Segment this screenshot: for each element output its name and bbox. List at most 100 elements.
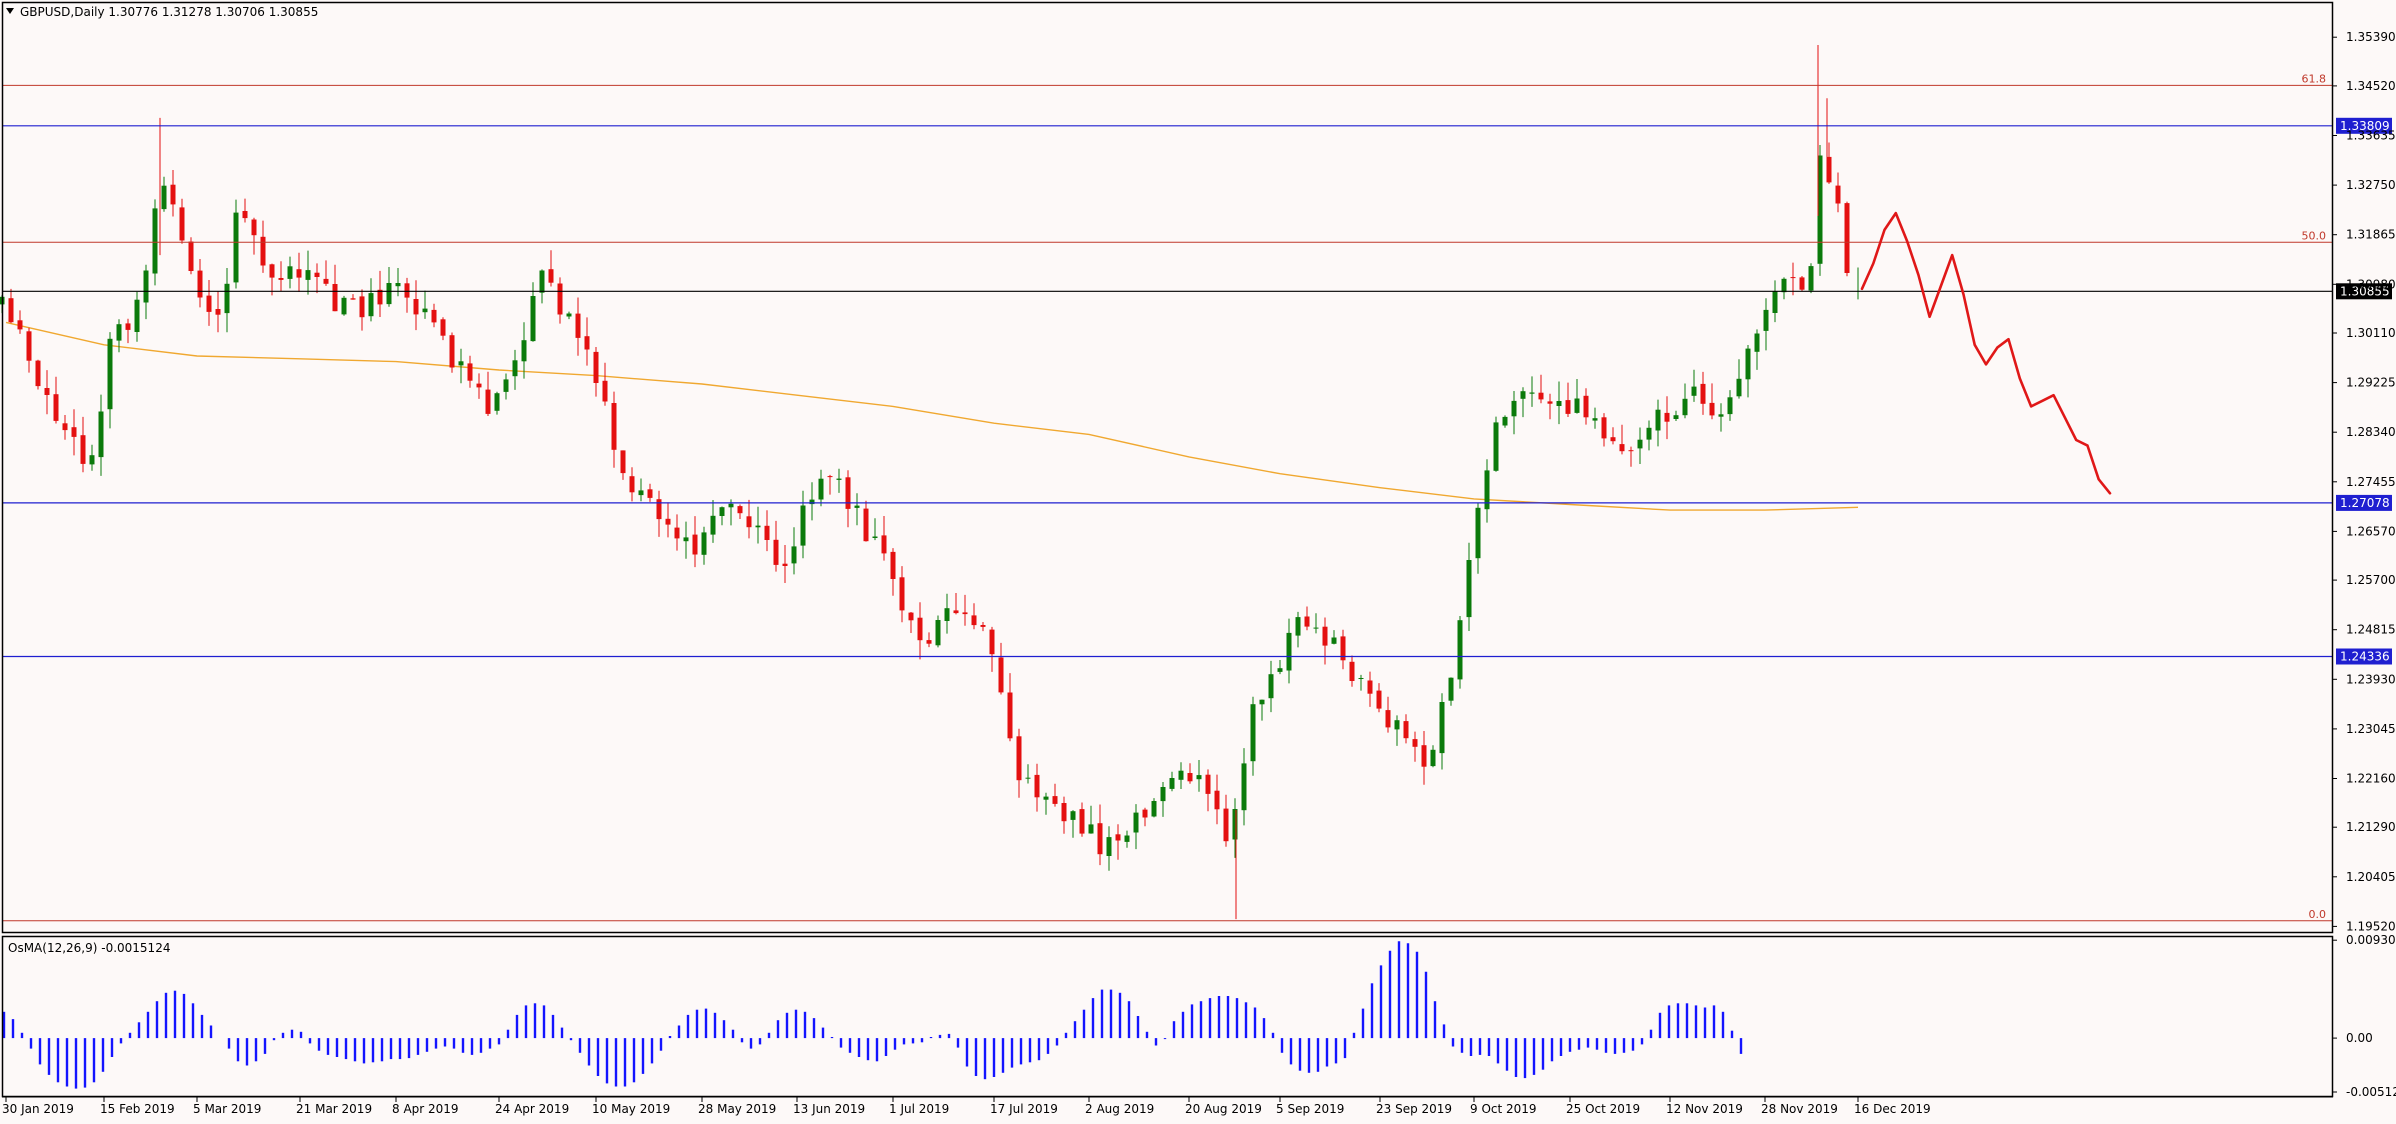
candle[interactable]: [998, 642, 1004, 695]
candle[interactable]: [278, 261, 284, 292]
candle[interactable]: [1295, 611, 1301, 648]
candle[interactable]: [827, 474, 833, 495]
candle[interactable]: [413, 280, 419, 331]
candle[interactable]: [890, 548, 896, 596]
candle[interactable]: [287, 256, 293, 289]
candle[interactable]: [935, 615, 941, 648]
candle[interactable]: [971, 603, 977, 630]
candle[interactable]: [728, 499, 734, 526]
candle[interactable]: [557, 277, 563, 324]
candle[interactable]: [260, 220, 266, 273]
candle[interactable]: [1673, 410, 1679, 421]
candle[interactable]: [53, 376, 59, 424]
candle[interactable]: [188, 237, 194, 275]
candle[interactable]: [512, 349, 518, 390]
candle[interactable]: [1691, 369, 1697, 402]
candle[interactable]: [1079, 802, 1085, 837]
candle[interactable]: [431, 303, 437, 328]
candle[interactable]: [1844, 201, 1850, 277]
candle[interactable]: [845, 470, 851, 528]
candle[interactable]: [773, 520, 779, 572]
candle[interactable]: [980, 622, 986, 632]
candle[interactable]: [26, 327, 32, 373]
candle[interactable]: [1061, 796, 1067, 834]
candle[interactable]: [1277, 660, 1283, 675]
candle[interactable]: [1205, 769, 1211, 812]
candle[interactable]: [1592, 407, 1598, 429]
candle[interactable]: [1412, 731, 1418, 762]
candle[interactable]: [1259, 699, 1265, 721]
candle[interactable]: [161, 176, 167, 212]
candle[interactable]: [602, 362, 608, 406]
candle[interactable]: [1340, 629, 1346, 670]
candle[interactable]: [449, 332, 455, 373]
candle[interactable]: [1745, 345, 1751, 398]
candle[interactable]: [1817, 145, 1823, 276]
candle[interactable]: [809, 482, 815, 521]
candle[interactable]: [458, 348, 464, 384]
candle[interactable]: [683, 521, 689, 559]
candle[interactable]: [782, 545, 788, 583]
candle[interactable]: [1637, 427, 1643, 465]
candle[interactable]: [1826, 142, 1832, 184]
candle[interactable]: [1772, 280, 1778, 323]
candle[interactable]: [1718, 403, 1724, 432]
candle[interactable]: [62, 415, 68, 440]
candle[interactable]: [1646, 420, 1652, 451]
candle[interactable]: [746, 499, 752, 539]
candle[interactable]: [818, 469, 824, 507]
candle[interactable]: [1043, 792, 1049, 815]
candle[interactable]: [467, 355, 473, 388]
candle[interactable]: [350, 294, 356, 300]
candle[interactable]: [494, 391, 500, 415]
candle[interactable]: [863, 500, 869, 542]
candle[interactable]: [215, 291, 221, 333]
candle[interactable]: [1268, 660, 1274, 713]
candle[interactable]: [386, 267, 392, 307]
candle[interactable]: [80, 416, 86, 473]
candle[interactable]: [377, 270, 383, 317]
candle[interactable]: [674, 514, 680, 551]
candle[interactable]: [1493, 416, 1499, 472]
candle[interactable]: [665, 502, 671, 538]
candle[interactable]: [1196, 760, 1202, 792]
candle[interactable]: [1358, 674, 1364, 691]
candle[interactable]: [575, 297, 581, 356]
candle[interactable]: [1574, 379, 1580, 414]
candle[interactable]: [908, 612, 914, 633]
candle[interactable]: [701, 526, 707, 565]
candle[interactable]: [1106, 826, 1112, 871]
candle[interactable]: [521, 322, 527, 379]
candle[interactable]: [1070, 810, 1076, 838]
candle[interactable]: [1547, 393, 1553, 420]
candle[interactable]: [305, 250, 311, 295]
candle[interactable]: [1448, 677, 1454, 706]
candle[interactable]: [476, 373, 482, 399]
candle[interactable]: [1727, 390, 1733, 421]
candle[interactable]: [341, 295, 347, 316]
candle[interactable]: [1709, 383, 1715, 420]
candle[interactable]: [1529, 376, 1535, 407]
candle[interactable]: [1655, 399, 1661, 447]
candle[interactable]: [872, 518, 878, 541]
candle[interactable]: [1538, 374, 1544, 404]
candle[interactable]: [242, 198, 248, 223]
candle[interactable]: [1610, 427, 1616, 445]
candle[interactable]: [1016, 728, 1022, 798]
candle[interactable]: [611, 391, 617, 468]
candle[interactable]: [1214, 774, 1220, 825]
candle[interactable]: [1835, 172, 1841, 213]
candle[interactable]: [359, 289, 365, 331]
candle[interactable]: [125, 318, 131, 344]
candle[interactable]: [1376, 683, 1382, 713]
candle[interactable]: [1583, 388, 1589, 425]
candle[interactable]: [755, 506, 761, 544]
candle[interactable]: [1421, 731, 1427, 785]
candle[interactable]: [656, 490, 662, 537]
candle[interactable]: [1025, 764, 1031, 784]
candle[interactable]: [71, 409, 77, 456]
candle[interactable]: [107, 332, 113, 429]
candle[interactable]: [368, 278, 374, 322]
